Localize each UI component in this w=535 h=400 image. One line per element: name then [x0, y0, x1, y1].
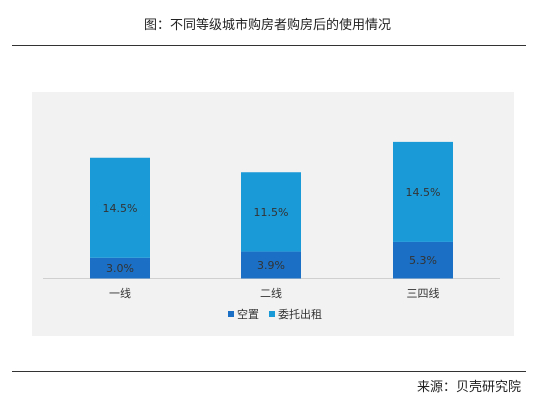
bottom-rule [12, 371, 526, 372]
legend-swatch-vacant [228, 311, 234, 317]
source-note: 来源：贝壳研究院 [416, 380, 521, 395]
data-label-rented-3: 14.5% [406, 186, 441, 199]
bar-rented-1 [90, 157, 150, 258]
bar-rented-2 [241, 172, 301, 252]
bar-vacant-2 [241, 251, 301, 279]
data-label-rented-2: 11.5% [254, 206, 289, 219]
bar-rented-3 [393, 141, 453, 242]
legend-swatch-rented [269, 311, 275, 317]
data-label-vacant-2: 3.9% [257, 259, 285, 272]
top-rule [12, 45, 526, 46]
data-label-vacant-1: 3.0% [106, 262, 134, 275]
bar-vacant-1 [90, 257, 150, 279]
legend-label-vacant: 空置 [237, 307, 259, 321]
category-label-1: 一线 [109, 286, 131, 300]
legend-label-rented: 委托出租 [278, 307, 322, 321]
category-label-2: 二线 [260, 286, 282, 300]
figure-title: 图：不同等级城市购房者购房后的使用情况 [143, 18, 391, 33]
data-label-rented-1: 14.5% [103, 202, 138, 215]
data-label-vacant-3: 5.3% [409, 254, 437, 267]
bar-vacant-3 [393, 241, 453, 279]
category-label-3: 三四线 [407, 286, 440, 300]
